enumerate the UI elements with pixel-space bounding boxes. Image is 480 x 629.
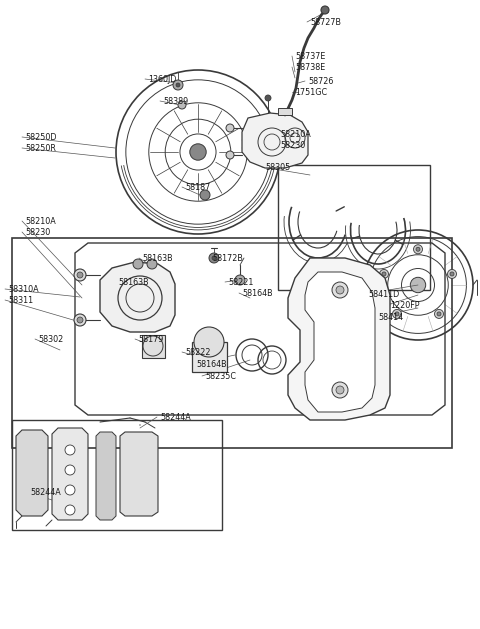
- Text: 58163B: 58163B: [118, 278, 149, 287]
- Bar: [278, 108, 292, 115]
- Polygon shape: [96, 432, 116, 520]
- Circle shape: [226, 124, 234, 132]
- Circle shape: [147, 259, 157, 269]
- Text: 58210A: 58210A: [280, 130, 311, 139]
- Circle shape: [77, 272, 83, 278]
- Text: 58250R: 58250R: [25, 144, 56, 153]
- Polygon shape: [16, 430, 48, 516]
- Text: 58230: 58230: [25, 228, 50, 237]
- Text: 58389: 58389: [163, 97, 188, 106]
- Circle shape: [190, 144, 206, 160]
- Bar: [12, 420, 222, 530]
- Text: 58302: 58302: [38, 335, 63, 344]
- Text: 58210A: 58210A: [25, 217, 56, 226]
- Text: 58230: 58230: [280, 141, 305, 150]
- Text: 1360JD: 1360JD: [148, 75, 176, 84]
- Text: 58250D: 58250D: [25, 133, 57, 142]
- Circle shape: [74, 314, 86, 326]
- Bar: [192, 342, 227, 372]
- Circle shape: [265, 95, 271, 101]
- Polygon shape: [52, 428, 88, 520]
- Circle shape: [434, 309, 444, 318]
- Circle shape: [133, 259, 143, 269]
- Circle shape: [336, 286, 344, 294]
- Circle shape: [413, 245, 422, 253]
- Circle shape: [176, 83, 180, 87]
- Circle shape: [74, 269, 86, 281]
- Circle shape: [209, 253, 219, 263]
- Text: 58244A: 58244A: [160, 413, 191, 422]
- Circle shape: [65, 465, 75, 475]
- Circle shape: [178, 101, 186, 109]
- Text: 58163B: 58163B: [142, 254, 173, 263]
- Text: 1751GC: 1751GC: [295, 88, 327, 97]
- Circle shape: [332, 282, 348, 298]
- Circle shape: [437, 312, 441, 316]
- Text: 58235C: 58235C: [205, 372, 236, 381]
- Text: 58737E: 58737E: [295, 52, 325, 61]
- Polygon shape: [288, 258, 390, 420]
- Circle shape: [382, 272, 386, 276]
- Text: 58187: 58187: [185, 183, 210, 192]
- Circle shape: [332, 382, 348, 398]
- Circle shape: [200, 190, 210, 200]
- Text: 58179: 58179: [138, 335, 163, 344]
- Polygon shape: [120, 432, 158, 516]
- Circle shape: [393, 309, 401, 318]
- Circle shape: [235, 275, 245, 285]
- Text: 58311: 58311: [8, 296, 33, 305]
- Text: 58738E: 58738E: [295, 63, 325, 72]
- Polygon shape: [142, 335, 165, 358]
- Text: 58411D: 58411D: [368, 290, 399, 299]
- Text: 58727B: 58727B: [310, 18, 341, 27]
- Circle shape: [321, 6, 329, 14]
- Text: 58305: 58305: [265, 163, 290, 172]
- Circle shape: [450, 272, 454, 276]
- Text: 58310A: 58310A: [8, 285, 38, 294]
- Text: 1220FP: 1220FP: [390, 301, 420, 310]
- Circle shape: [226, 151, 234, 159]
- Text: 58222: 58222: [185, 348, 211, 357]
- Text: 58172B: 58172B: [212, 254, 243, 263]
- Bar: [12, 238, 452, 448]
- Polygon shape: [305, 272, 375, 412]
- Text: 58726: 58726: [308, 77, 334, 86]
- Bar: [278, 165, 430, 290]
- Circle shape: [194, 327, 224, 357]
- Polygon shape: [242, 113, 308, 168]
- Text: 58164B: 58164B: [242, 289, 273, 298]
- Text: 58221: 58221: [228, 278, 253, 287]
- Polygon shape: [100, 262, 175, 332]
- Text: 58414: 58414: [378, 313, 403, 322]
- Circle shape: [395, 312, 399, 316]
- Circle shape: [416, 247, 420, 251]
- Circle shape: [65, 485, 75, 495]
- Circle shape: [410, 277, 426, 292]
- Circle shape: [173, 80, 183, 90]
- Circle shape: [336, 386, 344, 394]
- Text: 58164B: 58164B: [196, 360, 227, 369]
- Circle shape: [380, 269, 388, 279]
- Circle shape: [447, 269, 456, 279]
- Circle shape: [77, 317, 83, 323]
- Circle shape: [65, 505, 75, 515]
- Circle shape: [65, 445, 75, 455]
- Circle shape: [212, 256, 216, 260]
- Text: 58244A: 58244A: [30, 488, 61, 497]
